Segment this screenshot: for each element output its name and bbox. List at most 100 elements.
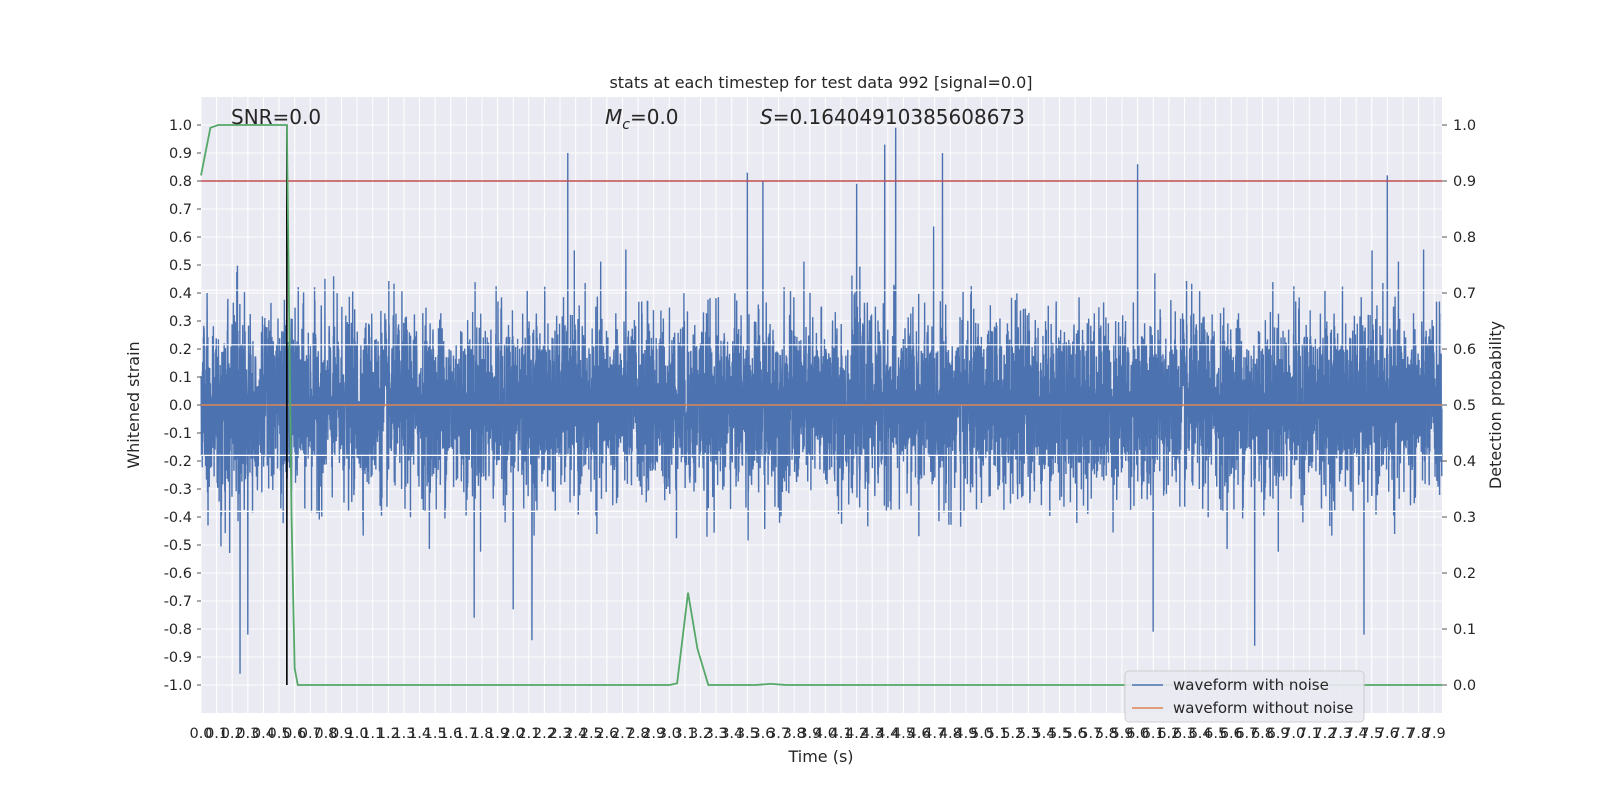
x-tick-label: 4.6: [908, 726, 931, 742]
x-tick-label: 6.3: [1173, 726, 1196, 742]
y-tick-label: 1.0: [169, 118, 192, 134]
x-tick-label: 2.1: [517, 726, 540, 742]
y-tick-label: -0.6: [164, 566, 192, 582]
x-tick-label: 6.2: [1157, 726, 1180, 742]
x-tick-label: 4.4: [876, 726, 899, 742]
x-tick-label: 7.0: [1282, 726, 1305, 742]
x-tick-label: 6.1: [1142, 726, 1165, 742]
y-tick-label: 0.8: [169, 174, 192, 190]
y-tick-label: -0.5: [164, 538, 192, 554]
x-tick-label: 5.4: [1032, 726, 1055, 742]
x-tick-label: 7.1: [1298, 726, 1321, 742]
x-tick-label: 7.5: [1360, 726, 1383, 742]
y-tick-label: -0.1: [164, 426, 192, 442]
x-tick-label: 5.1: [986, 726, 1009, 742]
x-tick-label: 6.4: [1189, 726, 1212, 742]
x-tick-label: 1.7: [455, 726, 478, 742]
y2-tick-label: 0.5: [1453, 398, 1476, 414]
x-tick-label: 4.5: [892, 726, 915, 742]
x-axis-label: Time (s): [787, 747, 853, 766]
legend-box: [1124, 670, 1365, 723]
snr-annotation: SNR=0.0: [231, 105, 321, 129]
x-tick-label: 7.2: [1313, 726, 1336, 742]
x-tick-label: 3.3: [705, 726, 728, 742]
series-lines: [200, 124, 1442, 686]
x-tick-label: 3.9: [798, 726, 821, 742]
x-tick-label: 1.1: [361, 726, 384, 742]
x-tick-label: 3.2: [689, 726, 712, 742]
x-tick-label: 4.7: [923, 726, 946, 742]
y-tick-label: 0.5: [169, 258, 192, 274]
x-tick-label: 2.5: [580, 726, 603, 742]
y-tick-label: -0.4: [164, 510, 192, 526]
x-tick-label: 0.0: [189, 726, 212, 742]
y-tick-label: -0.9: [164, 650, 192, 666]
x-tick-label: 1.4: [408, 726, 431, 742]
x-tick-labels: 0.00.10.20.30.40.50.60.70.80.91.01.11.21…: [189, 726, 1445, 742]
x-tick-label: 7.3: [1329, 726, 1352, 742]
chirp-mass-value: =0.0: [630, 105, 679, 129]
legend-label-with-noise: waveform with noise: [1173, 676, 1329, 694]
x-tick-label: 4.9: [954, 726, 977, 742]
chirp-mass-annotation: Mc=0.0: [605, 105, 679, 133]
x-tick-label: 0.7: [299, 726, 322, 742]
x-tick-label: 2.4: [564, 726, 587, 742]
x-tick-label: 0.5: [268, 726, 291, 742]
x-tick-label: 3.7: [767, 726, 790, 742]
y2-tick-label: 0.6: [1453, 342, 1476, 358]
y-tick-label: 0.6: [169, 230, 192, 246]
y-tick-label: 0.1: [169, 370, 192, 386]
y-tick-label: -0.7: [164, 594, 192, 610]
y2-tick-label: 1.0: [1453, 118, 1476, 134]
x-tick-label: 5.6: [1064, 726, 1087, 742]
chirp-mass-subscript: c: [622, 117, 630, 133]
x-tick-label: 1.0: [346, 726, 369, 742]
x-tick-label: 4.2: [845, 726, 868, 742]
y2-tick-label: 0.0: [1453, 678, 1476, 694]
x-tick-label: 1.5: [424, 726, 447, 742]
x-tick-label: 6.6: [1220, 726, 1243, 742]
x-tick-label: 0.4: [252, 726, 275, 742]
y-axis-label: Whitened strain: [124, 341, 143, 468]
y-tick-label: 0.3: [169, 314, 192, 330]
x-tick-label: 4.0: [814, 726, 837, 742]
x-tick-label: 5.8: [1095, 726, 1118, 742]
x-tick-label: 6.5: [1204, 726, 1227, 742]
legend-label-without-noise: waveform without noise: [1173, 699, 1353, 717]
chirp-mass-symbol: M: [605, 105, 622, 129]
y2-axis-label: Detection probability: [1486, 321, 1505, 489]
x-tick-label: 4.8: [939, 726, 962, 742]
x-tick-label: 2.7: [611, 726, 634, 742]
line-waveform-with-noise: [200, 127, 1443, 674]
x-tick-label: 7.9: [1423, 726, 1446, 742]
x-tick-label: 0.8: [314, 726, 337, 742]
y-tick-label: 0.0: [169, 398, 192, 414]
x-tick-label: 5.7: [1079, 726, 1102, 742]
s-value: =0.16404910385608673: [773, 105, 1025, 129]
x-tick-label: 2.0: [502, 726, 525, 742]
x-tick-label: 0.3: [236, 726, 259, 742]
y2-tick-label: 0.2: [1453, 566, 1476, 582]
x-tick-label: 7.6: [1376, 726, 1399, 742]
line-detection-probability: [200, 124, 1442, 686]
y2-tick-label: 0.4: [1453, 454, 1476, 470]
x-tick-label: 1.8: [470, 726, 493, 742]
legend: waveform with noise waveform without noi…: [1124, 670, 1365, 723]
x-tick-label: 6.0: [1126, 726, 1149, 742]
y-tick-label: -1.0: [164, 678, 192, 694]
s-annotation: S=0.16404910385608673: [760, 105, 1025, 129]
y-tick-label: 0.4: [169, 286, 192, 302]
y2-tick-labels: 0.0 0.1 0.2 0.3 0.4 0.5 0.6 0.7 0.8 0.9 1.0: [1442, 118, 1476, 694]
x-tick-label: 6.8: [1251, 726, 1274, 742]
x-tick-label: 6.7: [1235, 726, 1258, 742]
y-tick-labels: -1.0 -0.9 -0.8 -0.7 -0.6 -0.5 -0.4 -0.3 -0.2 -0.1…: [164, 118, 201, 694]
y2-tick-label: 0.7: [1453, 286, 1476, 302]
x-tick-label: 1.6: [439, 726, 462, 742]
series-waveform-with-noise: [200, 127, 1443, 674]
y-tick-label: 0.9: [169, 146, 192, 162]
x-tick-label: 0.6: [283, 726, 306, 742]
x-tick-label: 5.2: [1001, 726, 1024, 742]
y-tick-label: -0.3: [164, 482, 192, 498]
